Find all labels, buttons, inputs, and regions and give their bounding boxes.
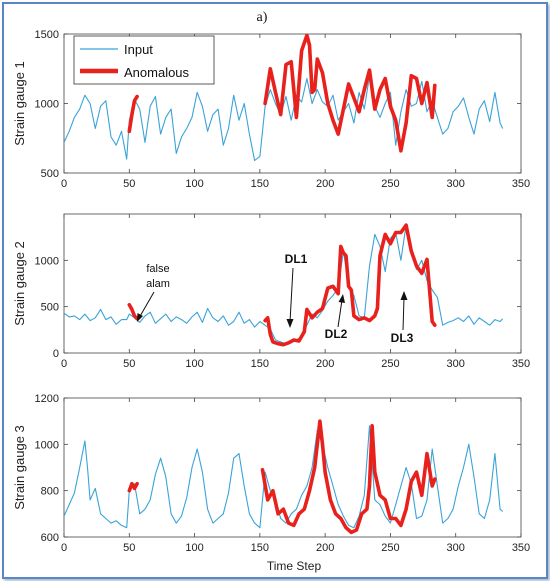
dl1-arrowhead [286,319,294,328]
x-tick-label: 200 [316,358,334,370]
x-tick-label: 350 [512,542,530,554]
legend-input-label: Input [124,42,153,57]
anomalous-series-segment [260,419,437,535]
x-tick-label: 50 [123,542,135,554]
x-tick-label: 300 [447,542,465,554]
y-tick-label: 1500 [35,29,59,41]
anomalous-series-segment [127,302,139,321]
x-tick-label: 150 [251,542,269,554]
y-axis-label: Strain gauge 3 [12,425,27,510]
x-tick-label: 350 [512,178,530,190]
y-tick-label: 600 [41,532,59,544]
y-tick-label: 1200 [35,393,59,405]
x-tick-label: 150 [251,178,269,190]
plot-area [63,397,522,538]
x-tick-label: 200 [316,542,334,554]
y-tick-label: 0 [53,348,59,360]
dl2-arrow [337,299,343,328]
legend: Input Anomalous [73,35,215,85]
anomalous-series-segment [263,223,437,347]
y-tick-label: 1000 [35,439,59,451]
dl3-arrowhead [400,291,408,300]
x-tick-label: 0 [61,178,67,190]
false-alarm-label-line1: false [146,263,169,275]
x-tick-label: 50 [123,178,135,190]
x-tick-label: 200 [316,178,334,190]
legend-anomalous-label: Anomalous [124,65,190,80]
dl3-arrow [402,297,405,331]
anomalous-series-segment [127,481,139,493]
y-axis-label: Strain gauge 1 [12,61,27,146]
x-tick-label: 0 [61,542,67,554]
x-tick-label: 350 [512,358,530,370]
legend-box [73,35,215,85]
x-tick-label: 100 [185,178,203,190]
dl3-label: DL3 [391,331,414,345]
y-tick-label: 800 [41,486,59,498]
dl2-arrowhead [338,294,345,303]
x-tick-label: 50 [123,358,135,370]
x-tick-label: 250 [381,358,399,370]
x-tick-label: 300 [447,178,465,190]
dl1-label: DL1 [285,252,308,266]
anomalous-series-segment [263,34,437,153]
dl2-label: DL2 [325,327,348,341]
x-tick-label: 250 [381,178,399,190]
x-tick-label: 150 [251,358,269,370]
false-alarm-arrowhead [137,313,143,322]
y-tick-label: 500 [41,302,59,314]
x-tick-label: 250 [381,542,399,554]
x-tick-label: 300 [447,358,465,370]
dl1-arrow [289,267,294,323]
x-tick-label: 100 [185,358,203,370]
y-axis-label: Strain gauge 2 [12,241,27,326]
x-tick-label: 100 [185,542,203,554]
false-alarm-arrow [138,291,155,319]
annotations: false alam DL1 DL2 DL3 [137,252,414,345]
panel-strain-gauge-3: 0 50 100 150 200 250 300 350 600 800 1000 1200 Strai… [12,393,530,554]
y-tick-label: 1000 [35,255,59,267]
x-tick-label: 0 [61,358,67,370]
anomalous-series-segment [127,94,139,134]
y-tick-label: 500 [41,168,59,180]
x-axis-label: Time Step [267,559,322,573]
panel-strain-gauge-2: 0 50 100 150 200 250 300 350 0 500 1000 Strain gaug… [12,213,530,370]
figure-title: a) [257,10,268,25]
y-tick-label: 1000 [35,99,59,111]
false-alarm-label-line2: alam [146,278,170,290]
